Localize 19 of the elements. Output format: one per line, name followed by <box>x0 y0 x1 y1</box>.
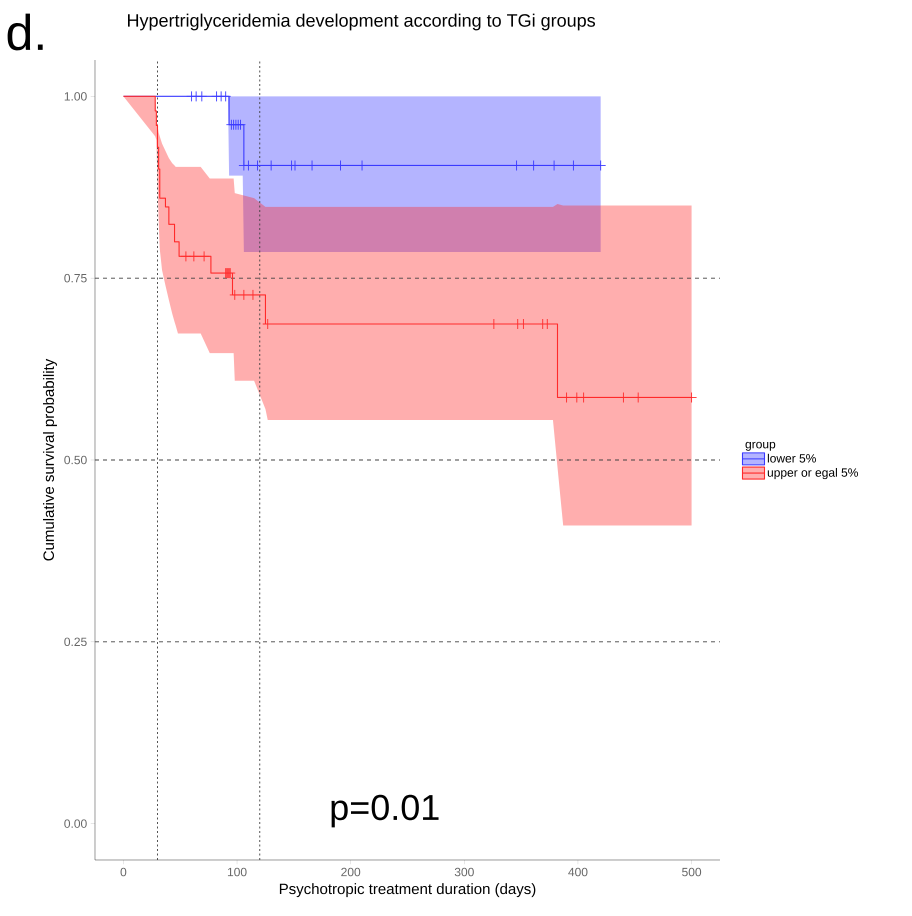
legend-label: lower 5% <box>768 454 816 463</box>
chart-title: Hypertriglyceridemia development according to TGi groups <box>128 14 596 30</box>
x-tick-label: 200 <box>341 868 360 876</box>
y-tick-label: 0.75 <box>64 274 87 282</box>
x-tick-label: 0 <box>120 868 126 876</box>
y-tick-label: 0.00 <box>64 819 87 828</box>
y-axis-title: Cumulative survival probability <box>42 358 57 561</box>
x-tick-label: 300 <box>454 868 474 876</box>
y-tick-label: 0.25 <box>64 638 87 646</box>
y-tick-label: 1.00 <box>64 92 87 101</box>
legend-label: upper or egal 5% <box>768 468 858 480</box>
x-tick-label: 400 <box>568 868 588 876</box>
x-tick-label: 500 <box>682 868 702 876</box>
legend-title: group <box>746 442 776 451</box>
annotation: p=0.01 <box>332 794 439 828</box>
x-tick-label: 100 <box>228 868 247 876</box>
x-axis-title: Psychotropic treatment duration (days) <box>280 883 536 898</box>
y-tick-label: 0.50 <box>64 456 87 464</box>
text: d. <box>8 14 43 50</box>
